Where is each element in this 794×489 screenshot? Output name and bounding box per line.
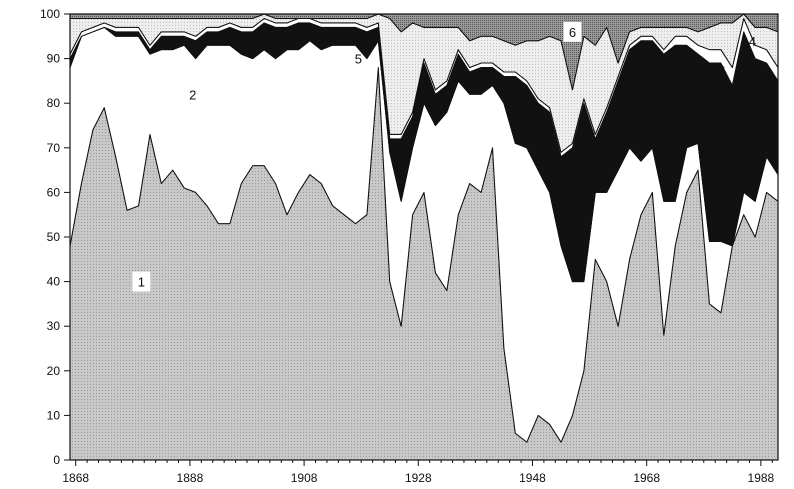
x-tick-label: 1988 xyxy=(748,471,775,485)
band-label-3: 3 xyxy=(712,69,719,84)
y-axis: 0 10 20 30 40 50 60 70 80 90 100 xyxy=(40,7,70,467)
band-label-2: 2 xyxy=(189,87,196,102)
x-tick-label: 1968 xyxy=(633,471,660,485)
x-tick-label: 1888 xyxy=(177,471,204,485)
y-tick-label: 10 xyxy=(47,408,61,422)
area-bands xyxy=(69,13,779,461)
y-tick-label: 70 xyxy=(47,141,61,155)
band-label-box xyxy=(563,21,582,42)
x-tick-label: 1908 xyxy=(291,471,318,485)
x-tick-label: 1868 xyxy=(62,471,89,485)
band-label-box xyxy=(706,66,725,87)
y-tick-label: 90 xyxy=(47,52,61,66)
y-tick-label: 100 xyxy=(40,7,60,21)
band-label-5: 5 xyxy=(355,52,362,67)
band-label-6: 6 xyxy=(569,25,576,40)
y-tick-label: 60 xyxy=(47,185,61,199)
band-label-4: 4 xyxy=(749,34,756,49)
band-label-box xyxy=(132,271,151,292)
band-labels: 1 2 3 4 5 6 xyxy=(132,21,756,292)
x-tick-label: 1948 xyxy=(519,471,546,485)
y-tick-label: 50 xyxy=(47,230,61,244)
band-label-1: 1 xyxy=(138,275,145,290)
y-tick-label: 20 xyxy=(47,364,61,378)
y-tick-label: 30 xyxy=(47,319,61,333)
y-tick-label: 80 xyxy=(47,96,61,110)
x-tick-label: 1928 xyxy=(405,471,432,485)
y-tick-label: 0 xyxy=(53,453,60,467)
x-axis: 1868 1888 1908 1928 1948 1968 1988 xyxy=(62,460,775,485)
y-tick-label: 40 xyxy=(47,275,61,289)
